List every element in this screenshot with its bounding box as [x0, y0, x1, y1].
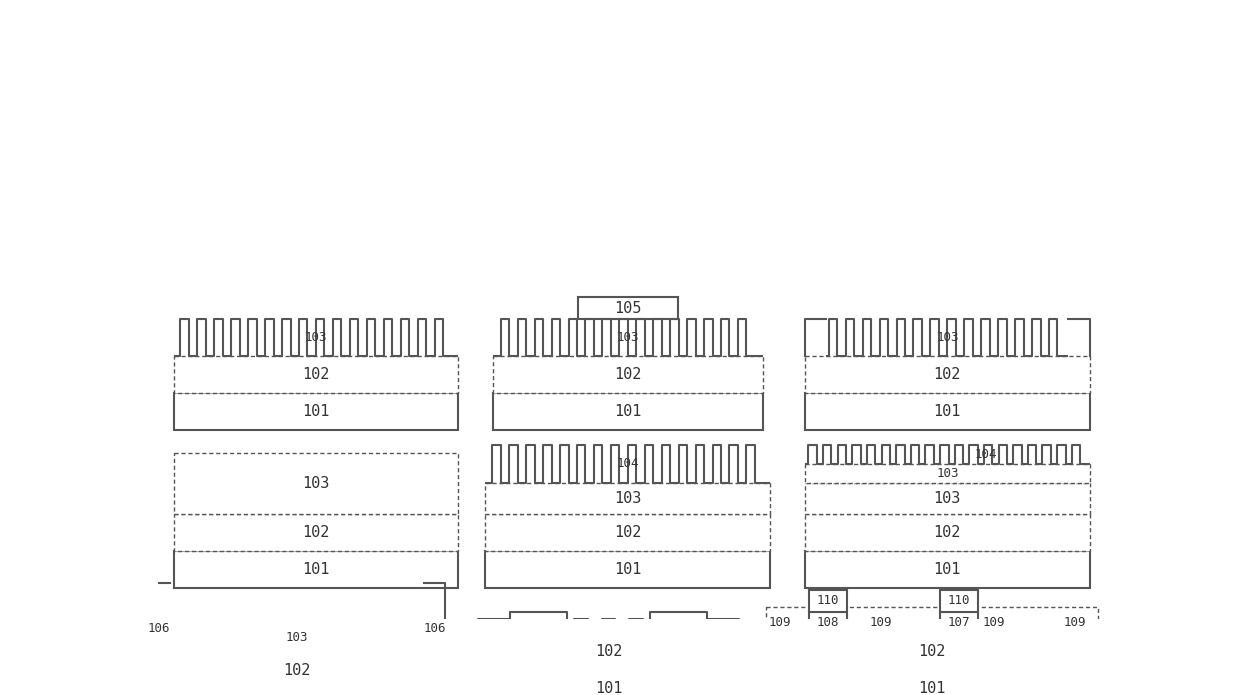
Bar: [805, 514, 1090, 551]
Bar: [766, 607, 1097, 695]
Text: 106: 106: [148, 621, 170, 635]
Bar: [170, 689, 424, 695]
Bar: [485, 514, 770, 551]
Text: 102: 102: [595, 644, 622, 659]
Text: 103: 103: [616, 331, 639, 344]
Text: 109: 109: [982, 616, 1004, 629]
Bar: [174, 514, 459, 551]
Text: 109: 109: [869, 616, 892, 629]
Text: 101: 101: [614, 562, 641, 577]
Text: 102: 102: [614, 367, 641, 382]
Bar: [805, 393, 1090, 430]
Text: 101: 101: [934, 404, 961, 419]
Bar: [485, 483, 770, 514]
Text: 103: 103: [936, 331, 959, 344]
Bar: [578, 297, 678, 319]
Text: 104: 104: [975, 448, 997, 461]
Text: 103: 103: [305, 331, 327, 344]
Bar: [805, 483, 1090, 514]
Bar: [805, 551, 1090, 588]
Bar: [940, 590, 978, 612]
Text: 104: 104: [616, 457, 639, 471]
Text: 103: 103: [936, 467, 959, 480]
Bar: [174, 356, 459, 393]
Bar: [808, 590, 847, 612]
Text: 106: 106: [423, 621, 446, 635]
Text: 103: 103: [934, 491, 961, 506]
Bar: [766, 633, 1097, 670]
Text: 103: 103: [303, 476, 330, 491]
Text: 105: 105: [614, 301, 641, 316]
Bar: [170, 653, 424, 689]
Text: 101: 101: [919, 681, 946, 695]
Bar: [174, 393, 459, 430]
Text: 102: 102: [614, 525, 641, 540]
Text: 101: 101: [614, 404, 641, 419]
Text: 110: 110: [947, 594, 970, 607]
Text: 103: 103: [285, 631, 308, 644]
Text: 102: 102: [303, 367, 330, 382]
Bar: [766, 670, 1097, 695]
Text: 101: 101: [303, 562, 330, 577]
Text: 102: 102: [934, 525, 961, 540]
Bar: [477, 633, 739, 670]
Text: 102: 102: [919, 644, 946, 659]
Text: 109: 109: [1063, 616, 1086, 629]
Bar: [494, 393, 763, 430]
Text: 107: 107: [947, 616, 970, 629]
Text: 102: 102: [934, 367, 961, 382]
Bar: [808, 612, 847, 633]
Bar: [940, 612, 978, 633]
Bar: [174, 453, 459, 514]
Bar: [494, 356, 763, 393]
Text: 102: 102: [283, 664, 310, 678]
Bar: [805, 464, 1090, 483]
Text: 102: 102: [303, 525, 330, 540]
Text: 109: 109: [769, 616, 791, 629]
Text: 101: 101: [595, 681, 622, 695]
Bar: [477, 670, 739, 695]
Bar: [174, 551, 459, 588]
Text: 110: 110: [817, 594, 839, 607]
Text: 103: 103: [614, 491, 641, 506]
Bar: [485, 551, 770, 588]
Text: 101: 101: [934, 562, 961, 577]
Text: 101: 101: [303, 404, 330, 419]
Text: 108: 108: [817, 616, 839, 629]
Bar: [805, 356, 1090, 393]
